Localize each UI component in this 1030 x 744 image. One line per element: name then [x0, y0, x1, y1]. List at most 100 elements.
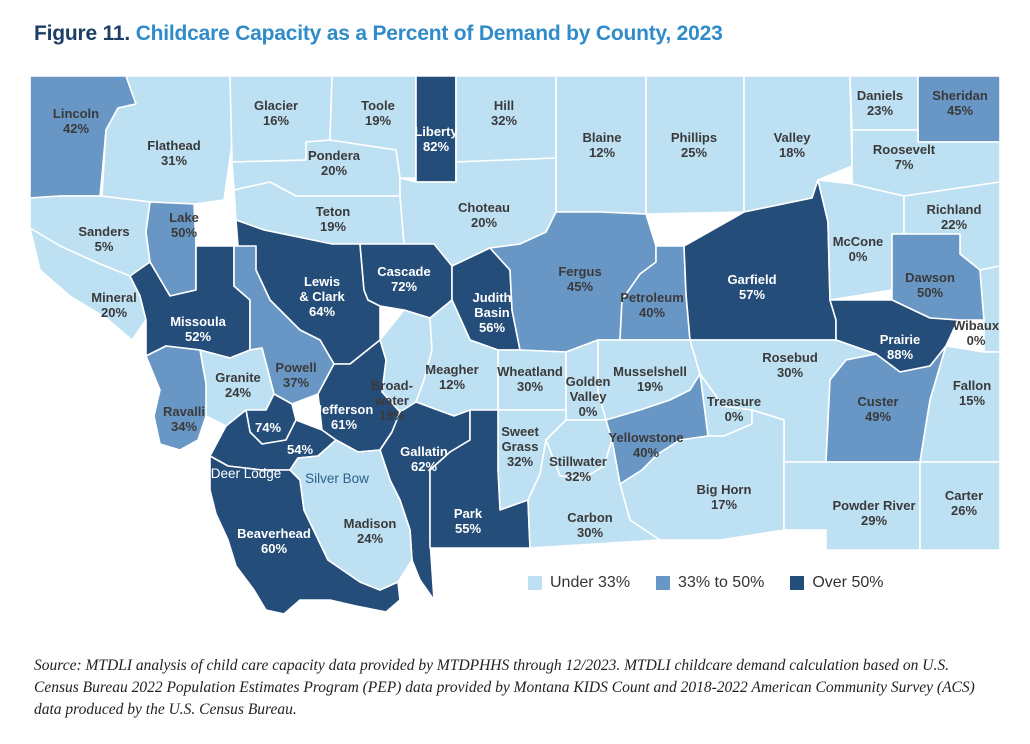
county-value-valley: 18% [779, 145, 805, 160]
county-value-pondera: 20% [321, 163, 347, 178]
county-value-glacier: 16% [263, 113, 289, 128]
county-value-stillwater: 32% [565, 469, 591, 484]
county-value-golden-valley: 0% [579, 404, 598, 419]
county-label-valley: Valley [774, 130, 812, 145]
county-label-sanders: Sanders [78, 224, 129, 239]
legend-swatch [656, 576, 671, 590]
county-value-musselshell: 19% [637, 379, 663, 394]
figure-title: Figure 11. Childcare Capacity as a Perce… [34, 22, 723, 46]
county-value-broad-water: 18% [379, 408, 405, 423]
county-label-sweet-grass: Sweet Grass [501, 424, 539, 454]
county-value-beaverhead: 60% [261, 541, 287, 556]
county-label-richland: Richland [927, 202, 982, 217]
county-value-prairie: 88% [887, 347, 913, 362]
county-label-blaine: Blaine [582, 130, 621, 145]
legend-label: 33% to 50% [678, 574, 765, 591]
county-value-jefferson: 61% [331, 417, 357, 432]
county-value-lake: 50% [171, 225, 197, 240]
county-value-richland: 22% [941, 217, 967, 232]
county-label-ravalli: Ravalli [163, 404, 205, 419]
county-label-teton: Teton [316, 204, 350, 219]
county-value-powder-river: 29% [861, 513, 887, 528]
county-value-teton: 19% [320, 219, 346, 234]
legend-item-under-33: Under 33% [528, 574, 630, 592]
county-value-wibaux: 0% [967, 333, 986, 348]
map-legend: Under 33% 33% to 50% Over 50% [528, 574, 909, 592]
county-value-big-horn: 17% [711, 497, 737, 512]
county-label-big-horn: Big Horn [697, 482, 752, 497]
county-value-fergus: 45% [567, 279, 593, 294]
county-label-garfield: Garfield [727, 272, 776, 287]
county-label-liberty: Liberty [414, 124, 458, 139]
county-label-choteau: Choteau [458, 200, 510, 215]
county-park [429, 409, 531, 549]
county-value-sweet-grass: 32% [507, 454, 533, 469]
county-value-carbon: 30% [577, 525, 603, 540]
county-label-stillwater: Stillwater [549, 454, 607, 469]
county-label-silver-bow: Silver Bow [305, 471, 369, 486]
county-value-phillips: 25% [681, 145, 707, 160]
county-ravalli [145, 345, 207, 451]
county-value-rosebud: 30% [777, 365, 803, 380]
county-value-mineral: 20% [101, 305, 127, 320]
county-value-park: 55% [455, 521, 481, 536]
county-label-glacier: Glacier [254, 98, 298, 113]
county-label-gallatin: Gallatin [400, 444, 448, 459]
county-value-fallon: 15% [959, 393, 985, 408]
county-value-liberty: 82% [423, 139, 449, 154]
county-label-custer: Custer [857, 394, 898, 409]
county-value-blaine: 12% [589, 145, 615, 160]
county-value-mccone: 0% [849, 249, 868, 264]
county-label-park: Park [454, 506, 483, 521]
montana-county-map: Lincoln42%Flathead31%Glacier16%Toole19%L… [29, 75, 1001, 615]
county-label-golden-valley: Golden Valley [566, 374, 611, 404]
county-value-deer-lodge: 54% [287, 442, 313, 457]
county-value-lewis-clark: 64% [309, 304, 335, 319]
figure-title-text: Childcare Capacity as a Percent of Deman… [135, 22, 723, 45]
county-value-garfield: 57% [739, 287, 765, 302]
legend-item-33-to-50: 33% to 50% [656, 574, 764, 592]
county-label-granite: Granite [215, 370, 261, 385]
county-value-daniels: 23% [867, 103, 893, 118]
county-label-powell: Powell [275, 360, 316, 375]
county-value-meagher: 12% [439, 377, 465, 392]
county-value-judith-basin: 56% [479, 320, 505, 335]
county-value-madison: 24% [357, 531, 383, 546]
county-label-meagher: Meagher [425, 362, 478, 377]
figure-number: Figure 11. [34, 22, 131, 45]
county-label-madison: Madison [344, 516, 397, 531]
county-value-flathead: 31% [161, 153, 187, 168]
county-value-missoula: 52% [185, 329, 211, 344]
county-big-horn [619, 409, 785, 541]
county-label-dawson: Dawson [905, 270, 955, 285]
legend-swatch [528, 576, 542, 590]
county-label-missoula: Missoula [170, 314, 226, 329]
county-value-sanders: 5% [95, 239, 114, 254]
county-label-wibaux: Wibaux [953, 318, 1000, 333]
county-value-gallatin: 62% [411, 459, 437, 474]
county-value-lincoln: 42% [63, 121, 89, 136]
county-label-yellowstone: Yellowstone [608, 430, 683, 445]
county-label-powder-river: Powder River [832, 498, 915, 513]
county-label-fergus: Fergus [558, 264, 601, 279]
county-label-musselshell: Musselshell [613, 364, 687, 379]
county-value-hill: 32% [491, 113, 517, 128]
county-label-wheatland: Wheatland [497, 364, 563, 379]
county-value-wheatland: 30% [517, 379, 543, 394]
county-label-prairie: Prairie [880, 332, 920, 347]
county-label-carter: Carter [945, 488, 983, 503]
county-label-broad-water: Broad-water [371, 378, 413, 408]
county-label-phillips: Phillips [671, 130, 717, 145]
source-note: Source: MTDLI analysis of child care cap… [34, 657, 975, 718]
county-value-treasure: 0% [725, 409, 744, 424]
county-label-beaverhead: Beaverhead [237, 526, 311, 541]
county-label-mineral: Mineral [91, 290, 137, 305]
county-value-toole: 19% [365, 113, 391, 128]
county-label-lewis-clark: Lewis & Clark [299, 274, 345, 304]
county-powder-river [783, 461, 921, 551]
county-label-lincoln: Lincoln [53, 106, 99, 121]
county-value-granite: 24% [225, 385, 251, 400]
county-label-deer-lodge: Deer Lodge [211, 466, 282, 481]
county-label-fallon: Fallon [953, 378, 991, 393]
county-label-treasure: Treasure [707, 394, 761, 409]
